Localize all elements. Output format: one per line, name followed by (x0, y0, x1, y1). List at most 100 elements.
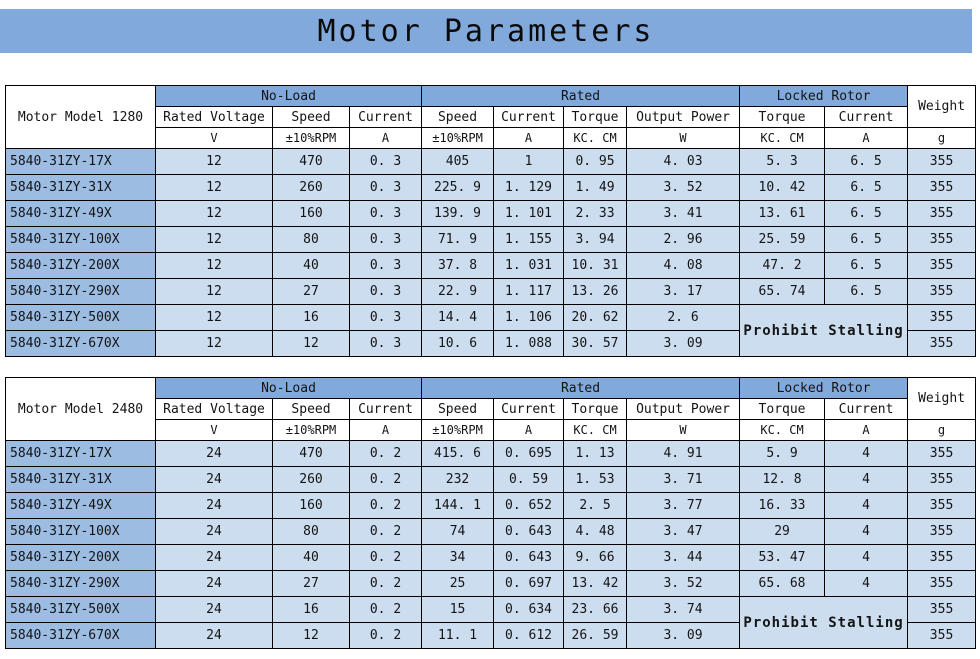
model-cell: 5840-31ZY-49X (5, 200, 156, 227)
data-cell: 4. 91 (626, 440, 741, 467)
unit-amps: A (824, 127, 909, 149)
model-cell: 5840-31ZY-200X (5, 252, 156, 279)
data-cell: 10. 6 (421, 330, 495, 357)
data-cell: 0. 643 (493, 518, 565, 545)
table-row: 5840-31ZY-100X 12 80 0. 3 71. 9 1. 155 3. 94 2.… (5, 226, 977, 253)
col-label-output-power: Output Power (626, 106, 741, 128)
header-label-row: Rated Voltage Speed Current Speed Curren… (6, 398, 976, 420)
data-cell: 0. 612 (493, 622, 565, 649)
data-cell: 405 (421, 148, 495, 175)
model-cell: 5840-31ZY-49X (5, 492, 156, 519)
data-cell: 4 (824, 466, 909, 493)
col-label-output-power: Output Power (626, 398, 741, 420)
table-row: 5840-31ZY-500X 12 16 0. 3 14. 4 1. 106 20. 62 2… (5, 304, 977, 357)
unit-kgcm: KC. CM (563, 419, 628, 441)
data-cell: 355 (907, 544, 977, 571)
model-cell: 5840-31ZY-670X (5, 622, 156, 649)
data-cell: 40 (272, 544, 350, 571)
model-cell: 5840-31ZY-100X (5, 518, 156, 545)
col-label-lr-current: Current (824, 398, 909, 420)
data-cell: 1. 106 (493, 304, 565, 331)
model-cell: 5840-31ZY-290X (5, 570, 156, 597)
col-label-noload-current: Current (348, 398, 423, 420)
data-cell: 0. 3 (348, 174, 423, 201)
data-cell: 1. 117 (493, 278, 565, 305)
data-cell: 3. 74 (626, 596, 741, 623)
data-cell: 16 (272, 304, 350, 331)
unit-kgcm: KC. CM (739, 127, 826, 149)
data-cell: 1. 155 (493, 226, 565, 253)
data-cell: 10. 42 (739, 174, 826, 201)
data-cell: 6. 5 (824, 174, 909, 201)
data-cell: 5. 3 (739, 148, 826, 175)
col-label-lr-torque: Torque (739, 398, 826, 420)
data-cell: 12 (155, 148, 273, 175)
unit-amps: A (824, 419, 909, 441)
data-cell: 12 (155, 200, 273, 227)
table-row: 5840-31ZY-500X 24 16 0. 2 15 0. 634 23. 66 3. 7… (5, 596, 977, 649)
data-cell: 0. 3 (348, 148, 423, 175)
group-rated: Rated (421, 377, 741, 399)
unit-amps: A (348, 419, 423, 441)
data-cell: 14. 4 (421, 304, 495, 331)
data-cell: 29 (739, 518, 826, 545)
data-cell: 1. 53 (563, 466, 628, 493)
table-row: 5840-31ZY-17X 12 470 0. 3 405 1 0. 95 4. 03 5. 3… (5, 148, 977, 175)
data-cell: 13. 26 (563, 278, 628, 305)
data-cell: 12 (155, 174, 273, 201)
data-cell: 3. 94 (563, 226, 628, 253)
unit-kgcm: KC. CM (739, 419, 826, 441)
table-row: 5840-31ZY-290X 12 27 0. 3 22. 9 1. 117 13. 26 3… (5, 278, 977, 305)
data-cell: 3. 71 (626, 466, 741, 493)
data-cell: 26. 59 (563, 622, 628, 649)
group-no-load: No-Load (154, 85, 423, 107)
motor-table-2480: Motor Model 2480 No-Load Rated Locked Ro… (5, 377, 977, 649)
header-group-row: Motor Model 1280 No-Load Rated Locked Ro… (5, 85, 977, 149)
unit-rpm: ±10%RPM (421, 127, 495, 149)
data-cell: 27 (272, 278, 350, 305)
data-cell: 4. 48 (563, 518, 628, 545)
data-cell: 1 (493, 148, 565, 175)
data-cell: 160 (272, 492, 350, 519)
col-label-rated-current: Current (493, 106, 565, 128)
data-cell: 2. 5 (563, 492, 628, 519)
model-cell: 5840-31ZY-17X (5, 440, 156, 467)
data-cell: 3. 09 (626, 330, 741, 357)
data-cell: 0. 652 (493, 492, 565, 519)
data-cell: 30. 57 (563, 330, 628, 357)
data-cell: 11. 1 (421, 622, 495, 649)
data-cell: 3. 17 (626, 278, 741, 305)
data-cell: 10. 31 (563, 252, 628, 279)
unit-rpm: ±10%RPM (272, 127, 350, 149)
data-cell: 0. 697 (493, 570, 565, 597)
data-cell: 53. 47 (739, 544, 826, 571)
table-row: 5840-31ZY-670X 12 12 0. 3 10. 6 1. 088 30. 57 3… (5, 330, 977, 357)
table-row: 5840-31ZY-49X 24 160 0. 2 144. 1 0. 652 2. 5 3.… (5, 492, 977, 519)
model-cell: 5840-31ZY-31X (5, 174, 156, 201)
data-cell: 6. 5 (824, 278, 909, 305)
data-cell: 24 (155, 492, 273, 519)
data-cell: 0. 3 (348, 200, 423, 227)
table-row: 5840-31ZY-100X 24 80 0. 2 74 0. 643 4. 48 3. 47… (5, 518, 977, 545)
unit-grams: g (907, 127, 977, 149)
header-label-row: Rated Voltage Speed Current Speed Curren… (6, 106, 976, 128)
data-cell: 1. 13 (563, 440, 628, 467)
data-cell: 20. 62 (563, 304, 628, 331)
data-cell: 0. 59 (493, 466, 565, 493)
data-cell: 6. 5 (824, 252, 909, 279)
data-cell: 3. 77 (626, 492, 741, 519)
data-cell: 6. 5 (824, 148, 909, 175)
col-label-rated-torque: Torque (563, 106, 628, 128)
page-title: Motor Parameters (317, 13, 655, 49)
data-cell: 1. 031 (493, 252, 565, 279)
motor-table-1280: Motor Model 1280 No-Load Rated Locked Ro… (5, 85, 977, 357)
data-cell: 24 (155, 622, 273, 649)
data-cell: 0. 3 (348, 226, 423, 253)
unit-amps: A (493, 127, 565, 149)
model-cell: 5840-31ZY-31X (5, 466, 156, 493)
col-label-rated-voltage: Rated Voltage (155, 106, 273, 128)
col-label-noload-speed: Speed (272, 106, 350, 128)
unit-kgcm: KC. CM (563, 127, 628, 149)
data-cell: 355 (907, 330, 977, 357)
data-cell: 355 (907, 148, 977, 175)
